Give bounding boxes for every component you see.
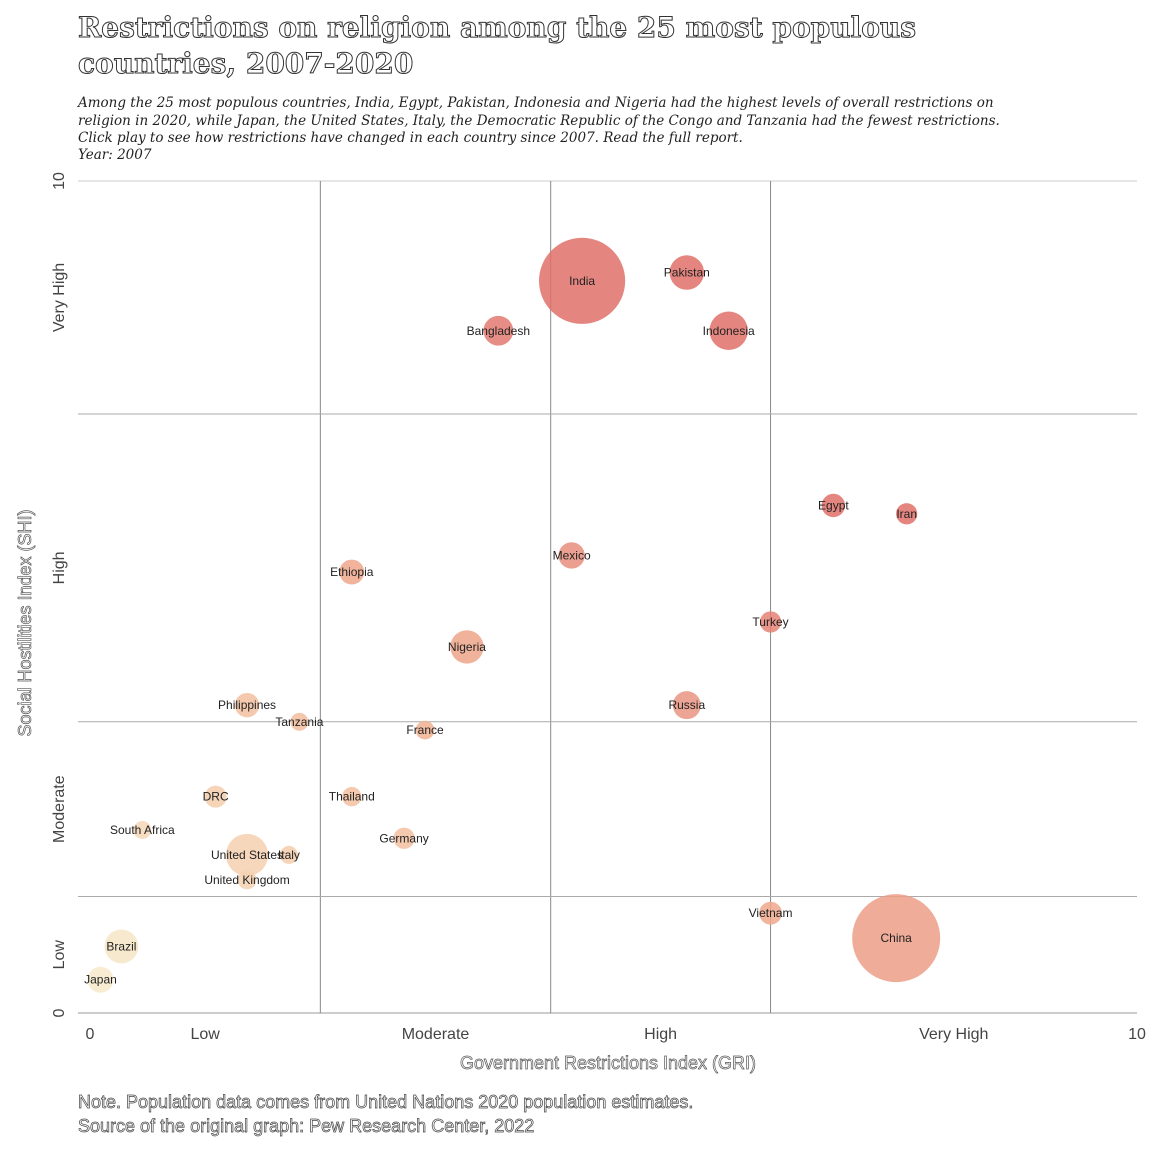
x-band-label: Low xyxy=(190,1026,220,1043)
bubble-layer xyxy=(87,237,941,993)
data-point xyxy=(133,821,152,839)
data-point-label: South Africa xyxy=(110,823,175,837)
data-point xyxy=(759,611,782,633)
data-point xyxy=(669,255,705,290)
data-point-label: Tanzania xyxy=(275,715,323,729)
data-point xyxy=(558,542,585,569)
x-band-label: Very High xyxy=(919,1026,988,1043)
x-tick-label: 10 xyxy=(1128,1026,1146,1043)
data-point xyxy=(225,833,269,877)
x-axis-title: Government Restrictions Index (GRI) xyxy=(460,1053,756,1073)
data-point-label: Pakistan xyxy=(664,266,710,280)
data-point-label: Vietnam xyxy=(749,906,793,920)
data-point-label: Germany xyxy=(379,831,428,845)
bubble-chart: India Pakistan Bangladesh Indonesia Egypt Ira… xyxy=(15,172,1146,1073)
y-band-label: High xyxy=(51,551,68,584)
data-point-label: Philippines xyxy=(218,698,276,712)
x-tick-label: 0 xyxy=(86,1026,95,1043)
axis-layer: 0 10 Low Moderate High Very High 0 10 Low Moderat… xyxy=(51,172,1146,1043)
y-tick-label: 0 xyxy=(51,1008,68,1017)
data-point-label: India xyxy=(569,274,595,288)
data-point xyxy=(759,901,782,925)
data-point-label: Turkey xyxy=(752,615,788,629)
data-point xyxy=(709,311,748,350)
data-point-label: Ethiopia xyxy=(330,565,374,579)
footer-note: Note. Population data comes from United … xyxy=(78,1092,694,1113)
data-point-label: Thailand xyxy=(329,790,375,804)
data-point-label: United Kingdom xyxy=(204,873,289,887)
data-point-label: Russia xyxy=(668,698,705,712)
data-point xyxy=(852,894,941,983)
data-point-label: Japan xyxy=(84,973,117,987)
data-point-label: DRC xyxy=(203,790,229,804)
data-point-label: Mexico xyxy=(553,548,591,562)
data-point xyxy=(896,503,918,525)
data-point-label: Egypt xyxy=(818,498,849,512)
data-point-label: Bangladesh xyxy=(467,324,530,338)
y-axis-title: Social Hostilities Index (SHI) xyxy=(15,509,35,736)
chart-subtitle: Among the 25 most populous countries, In… xyxy=(78,95,1000,146)
data-point xyxy=(393,827,415,849)
data-point xyxy=(821,493,846,518)
data-point-label: China xyxy=(881,931,913,945)
footer-source: Source of the original graph: Pew Resear… xyxy=(78,1116,535,1137)
data-point-label: United States xyxy=(211,848,283,862)
data-point xyxy=(415,720,435,740)
y-band-label: Moderate xyxy=(51,775,68,843)
data-point xyxy=(204,785,227,808)
data-point xyxy=(450,630,484,664)
x-band-label: Moderate xyxy=(402,1026,470,1043)
data-point-label: Nigeria xyxy=(448,640,486,654)
chart-title: Restrictions on religion among the 25 mo… xyxy=(78,11,917,81)
data-point xyxy=(87,966,114,993)
grid-layer xyxy=(78,180,1137,1014)
data-point-label: Italy xyxy=(278,848,300,862)
data-point xyxy=(483,315,514,346)
data-point-label: France xyxy=(406,723,444,737)
data-point xyxy=(104,929,139,964)
label-layer: India Pakistan Bangladesh Indonesia Egypt Ira… xyxy=(84,266,917,987)
y-band-label: Low xyxy=(51,940,68,970)
y-tick-label: 10 xyxy=(51,172,68,190)
data-point xyxy=(342,786,362,807)
data-point xyxy=(539,237,626,324)
data-point xyxy=(279,845,298,864)
data-point xyxy=(672,691,701,720)
data-point xyxy=(290,712,309,731)
data-point-label: Iran xyxy=(896,507,917,521)
data-point xyxy=(234,692,260,718)
y-band-label: Very High xyxy=(51,263,68,332)
data-point xyxy=(237,870,257,890)
footer-notes: Note. Population data comes from United … xyxy=(78,1090,694,1138)
data-point-label: Brazil xyxy=(106,939,136,953)
data-point xyxy=(339,559,365,585)
year-label: Year: 2007 xyxy=(78,147,152,163)
data-point-label: Indonesia xyxy=(703,324,755,338)
x-band-label: High xyxy=(644,1026,677,1043)
